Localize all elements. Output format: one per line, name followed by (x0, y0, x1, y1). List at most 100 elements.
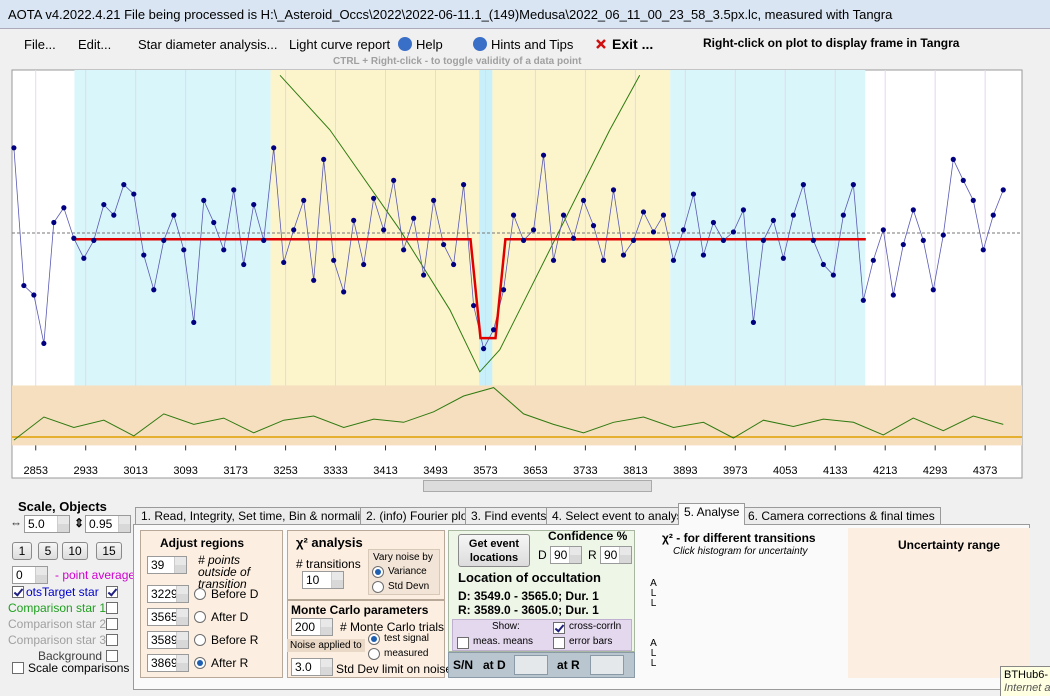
scale-button[interactable]: 15 (96, 542, 122, 560)
tab[interactable]: 4. Select event to analyse (546, 507, 696, 524)
region-spin[interactable]: 3229.0 (147, 585, 189, 603)
data-point (361, 261, 367, 268)
help-icon (473, 37, 487, 51)
data-point (590, 223, 597, 229)
checkbox[interactable] (106, 586, 118, 598)
data-point (920, 237, 926, 243)
scale-button[interactable]: 1 (12, 542, 32, 560)
tab[interactable]: 1. Read, Integrity, Set time, Bin & norm… (135, 507, 379, 524)
points-label: # points outside of transition (198, 553, 251, 591)
data-point (860, 297, 866, 303)
limit-spin[interactable]: 3.0 (291, 658, 333, 676)
data-point (980, 247, 986, 253)
checkbox[interactable] (12, 662, 24, 674)
noise-band (12, 385, 1022, 446)
data-point (520, 237, 527, 243)
x-tick-label: 3893 (673, 465, 697, 477)
data-point (580, 197, 587, 203)
radio[interactable] (372, 566, 384, 578)
radio[interactable] (194, 588, 206, 600)
points-spin[interactable]: 39 (147, 556, 187, 574)
checkbox[interactable] (106, 602, 118, 614)
data-point (680, 227, 687, 233)
menu-item[interactable]: Light curve report (289, 37, 391, 52)
transitions-spin[interactable]: 10 (302, 571, 344, 589)
x-tick-label: 3653 (523, 465, 547, 477)
menu-item[interactable]: Edit... (78, 37, 112, 52)
x-tick-label: 3333 (323, 465, 347, 477)
region-spin[interactable]: 3565.0 (147, 608, 189, 626)
checkbox[interactable] (106, 650, 118, 662)
scale-button[interactable]: 10 (62, 542, 88, 560)
average-label: - point average (55, 568, 136, 582)
scale-y[interactable]: 0.95 (85, 515, 131, 533)
data-point (910, 207, 916, 213)
radio[interactable] (194, 634, 206, 646)
menu-item[interactable]: Star diameter analysis... (138, 37, 278, 52)
data-point (111, 212, 117, 218)
radio[interactable] (368, 633, 380, 645)
radio[interactable] (372, 581, 384, 593)
data-point (321, 156, 327, 162)
checkbox[interactable] (457, 637, 469, 649)
scrollbar[interactable] (423, 480, 652, 492)
objects-title: Scale, Objects (18, 499, 107, 514)
tab[interactable]: 6. Camera corrections & final times (742, 507, 941, 524)
confidence-r-label: R (588, 548, 597, 562)
data-point (271, 145, 277, 151)
radio[interactable] (194, 611, 206, 623)
data-point (790, 212, 796, 218)
region (74, 70, 271, 386)
x-tick-label: 3173 (223, 465, 247, 477)
data-point (650, 229, 657, 235)
radio[interactable] (194, 657, 206, 669)
data-point (720, 237, 727, 243)
v-scale-icon: ⇕ (74, 516, 85, 530)
option-label: measured (384, 648, 429, 659)
checkbox[interactable] (553, 637, 565, 649)
plots-label: ots (26, 585, 43, 599)
region-spin[interactable]: 3589.0 (147, 631, 189, 649)
checkbox[interactable] (106, 618, 118, 630)
data-point (540, 152, 547, 158)
data-point (940, 232, 946, 238)
data-point (710, 219, 717, 226)
menu-item[interactable]: Exit ... (612, 36, 654, 52)
show-option-label: cross-corrln (569, 621, 622, 632)
x-tick-label: 3813 (623, 465, 647, 477)
checkbox[interactable] (106, 634, 118, 646)
average-dropdown[interactable]: 0 (12, 566, 48, 584)
data-point (81, 255, 87, 261)
confidence-d[interactable]: 90 (550, 546, 582, 564)
menu-item[interactable]: File... (24, 37, 56, 52)
scale-x[interactable]: 5.0 (24, 515, 70, 533)
tab[interactable]: 5. Analyse (678, 503, 746, 525)
menu-item[interactable]: Help (416, 37, 443, 52)
data-point (810, 237, 816, 243)
menu-item[interactable]: Hints and Tips (491, 37, 574, 52)
radio[interactable] (368, 648, 380, 660)
data-point (281, 259, 287, 266)
tab[interactable]: 3. Find events (465, 507, 553, 524)
confidence-r[interactable]: 90 (600, 546, 632, 564)
data-point (431, 197, 437, 203)
trials-spin[interactable]: 200 (291, 618, 333, 636)
get-event-locations-button[interactable]: Get event locations (458, 534, 530, 567)
sn-d-label: at D (483, 658, 506, 672)
scale-button[interactable]: 5 (38, 542, 58, 560)
tab[interactable]: 2. (info) Fourier plot (360, 507, 477, 524)
help-icon (398, 37, 412, 51)
checkbox[interactable] (553, 622, 565, 634)
data-point (401, 247, 407, 253)
data-point (441, 241, 447, 248)
toggle-hint: CTRL + Right-click - to toggle validity … (333, 56, 582, 67)
r-result: R: 3589.0 - 3605.0; Dur. 1 (458, 603, 599, 617)
data-point (21, 282, 27, 289)
object-label: Comparison star 1 (8, 601, 107, 615)
checkbox[interactable] (12, 586, 24, 598)
data-point (121, 182, 127, 188)
region-spin[interactable]: 3869.0 (147, 654, 189, 672)
data-point (301, 197, 307, 203)
sn-label: S/N (453, 658, 474, 672)
region-label: Before D (211, 587, 259, 601)
